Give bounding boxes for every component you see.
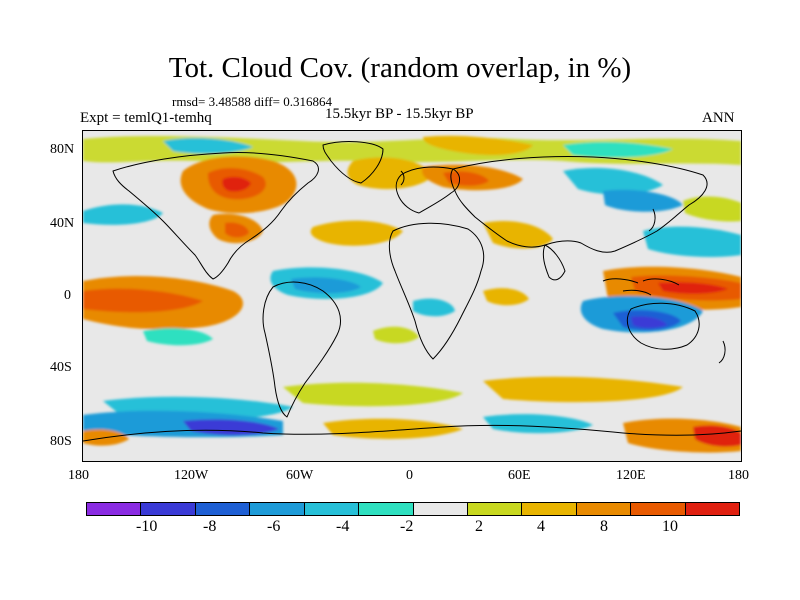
contour-warm bbox=[423, 135, 533, 155]
contour-cool bbox=[163, 138, 253, 154]
contour-warm bbox=[347, 157, 433, 190]
contour-warm bbox=[310, 220, 403, 246]
colorbar-label: 8 bbox=[600, 518, 608, 535]
colorbar-label: -2 bbox=[400, 518, 414, 535]
coastlines bbox=[83, 141, 741, 442]
colorbar-swatch bbox=[304, 503, 360, 515]
contour-hot bbox=[83, 288, 203, 313]
contour-cold bbox=[183, 419, 279, 436]
contour-warm bbox=[483, 288, 529, 306]
colorbar-label: -8 bbox=[203, 518, 217, 535]
contour-warm bbox=[483, 220, 553, 249]
coastline-uk bbox=[400, 170, 405, 186]
colorbar-swatch bbox=[413, 503, 468, 515]
colorbar-swatch bbox=[576, 503, 632, 515]
contour-cool bbox=[143, 328, 213, 346]
map-canvas bbox=[83, 131, 741, 461]
contour-cool bbox=[603, 189, 683, 212]
contour-hot bbox=[225, 222, 249, 238]
coastline-antarctica bbox=[83, 424, 741, 442]
contour-cool bbox=[563, 167, 663, 195]
lon-label: 180 bbox=[728, 468, 749, 483]
coastline-australia bbox=[626, 302, 700, 350]
colorbar-swatch bbox=[359, 503, 414, 515]
contour-cool bbox=[83, 204, 163, 225]
colorbar-swatch bbox=[685, 503, 740, 515]
lat-label: 40N bbox=[50, 216, 75, 231]
contour-warm bbox=[483, 376, 683, 403]
season-label: ANN bbox=[702, 110, 735, 126]
lat-label: 40S bbox=[50, 360, 72, 375]
colorbar-swatch bbox=[467, 503, 523, 515]
contour-warm bbox=[373, 326, 419, 344]
colorbar-label: 10 bbox=[662, 518, 678, 535]
coastline-indonesia bbox=[602, 278, 680, 296]
coastline-europe bbox=[395, 166, 460, 214]
contour-warm bbox=[683, 196, 741, 222]
colorbar-swatch bbox=[631, 503, 686, 515]
experiment-label: Expt = temlQ1-temhq bbox=[80, 110, 212, 126]
lat-label: 80S bbox=[50, 434, 72, 449]
contour-cool bbox=[563, 142, 673, 158]
contour-warm bbox=[323, 418, 463, 439]
coastline-asia bbox=[450, 156, 708, 253]
contour-cool bbox=[413, 298, 455, 317]
colorbar-swatch bbox=[195, 503, 251, 515]
coastline-new-zealand bbox=[718, 340, 726, 364]
cloud-cover-map bbox=[82, 130, 742, 462]
lon-label: 120W bbox=[174, 468, 209, 483]
colorbar-label: 4 bbox=[537, 518, 545, 535]
coastline-india bbox=[542, 244, 566, 281]
lon-label: 180 bbox=[68, 468, 89, 483]
contour-fields bbox=[83, 135, 741, 453]
contour-hot bbox=[222, 176, 251, 192]
lon-label: 120E bbox=[616, 468, 646, 483]
contour-hot bbox=[658, 282, 728, 294]
contour-hot bbox=[443, 171, 489, 186]
colorbar-swatch bbox=[141, 503, 196, 515]
lat-label: 80N bbox=[50, 142, 75, 157]
colorbar-swatch bbox=[250, 503, 305, 515]
colorbar-label: -10 bbox=[136, 518, 158, 535]
coastline-africa bbox=[388, 222, 485, 360]
lon-label: 60E bbox=[508, 468, 531, 483]
lon-label: 0 bbox=[406, 468, 413, 483]
colorbar-swatch bbox=[522, 503, 577, 515]
contour-cool bbox=[291, 277, 361, 294]
colorbar-label: 2 bbox=[475, 518, 483, 535]
colorbar-swatch bbox=[87, 503, 142, 515]
colorbar-label: -6 bbox=[267, 518, 281, 535]
contour-hot bbox=[693, 425, 741, 447]
map-title: Tot. Cloud Cov. (random overlap, in %) bbox=[168, 52, 632, 84]
period-label: 15.5kyr BP - 15.5kyr BP bbox=[325, 106, 474, 122]
colorbar bbox=[86, 502, 740, 516]
coastline-japan bbox=[648, 208, 656, 232]
coastline-south-america bbox=[262, 281, 341, 418]
rmsd-diff-stats: rmsd= 3.48588 diff= 0.316864 bbox=[172, 94, 332, 109]
coastline-north-america bbox=[112, 151, 319, 280]
lat-label: 0 bbox=[64, 288, 71, 303]
colorbar-label: -4 bbox=[336, 518, 350, 535]
lon-label: 60W bbox=[286, 468, 314, 483]
contour-cool bbox=[643, 226, 741, 257]
contour-warm bbox=[283, 382, 463, 407]
coastline-greenland bbox=[322, 141, 384, 184]
contour-cold bbox=[631, 316, 667, 328]
